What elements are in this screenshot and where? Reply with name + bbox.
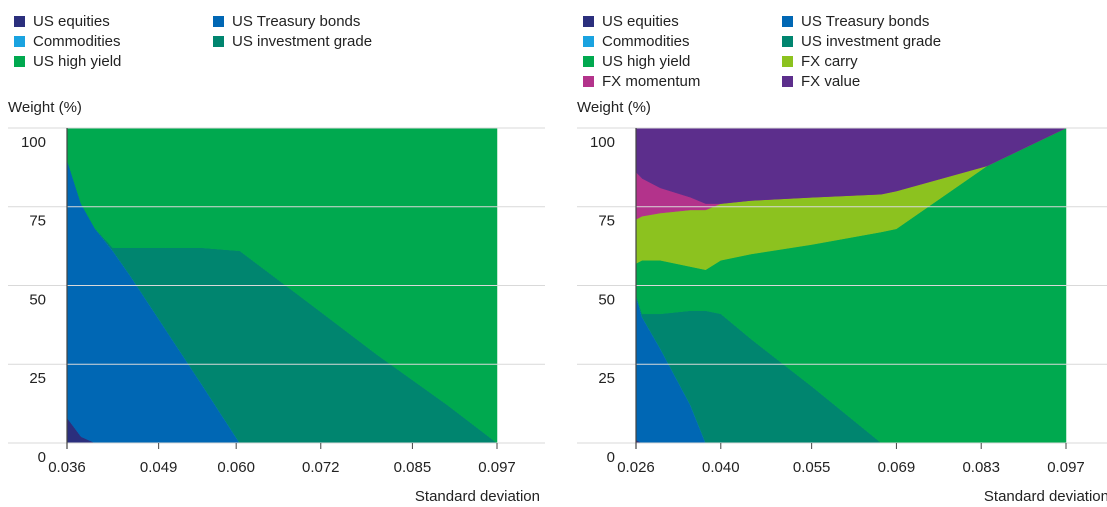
y-tick-label: 50	[598, 291, 615, 308]
legend-label: US equities	[33, 13, 110, 30]
x-tick-label: 0.069	[878, 459, 916, 476]
legend-label: Commodities	[602, 33, 690, 50]
x-tick-label: 0.036	[48, 459, 86, 476]
legend-label: US investment grade	[801, 33, 941, 50]
y-tick-label: 100	[590, 134, 615, 151]
legend-label: FX value	[801, 73, 860, 90]
legend-swatch	[782, 36, 793, 47]
x-tick-label: 0.085	[394, 459, 432, 476]
x-tick-label: 0.097	[1047, 459, 1085, 476]
x-tick-label: 0.083	[962, 459, 1000, 476]
legend-swatch	[14, 36, 25, 47]
x-tick-label: 0.055	[793, 459, 831, 476]
y-axis-label: Weight (%)	[577, 99, 651, 116]
legend-label: US high yield	[602, 53, 690, 70]
legend-swatch	[782, 16, 793, 27]
y-tick-label: 100	[21, 134, 46, 151]
legend-label: US Treasury bonds	[232, 13, 360, 30]
legend-swatch	[782, 76, 793, 87]
x-axis-label: Standard deviation	[984, 488, 1107, 505]
legend-label: FX momentum	[602, 73, 700, 90]
legend-swatch	[14, 56, 25, 67]
x-tick-label: 0.049	[140, 459, 178, 476]
legend-swatch	[14, 16, 25, 27]
legend-swatch	[583, 76, 594, 87]
legend-swatch	[782, 56, 793, 67]
y-tick-label: 50	[29, 291, 46, 308]
legend-label: FX carry	[801, 53, 858, 70]
legend-swatch	[583, 36, 594, 47]
y-tick-label: 75	[29, 213, 46, 230]
legend-swatch	[213, 36, 224, 47]
y-tick-label: 0	[38, 449, 46, 466]
y-tick-label: 25	[29, 370, 46, 387]
x-axis-label: Standard deviation	[415, 488, 540, 505]
y-tick-label: 0	[607, 449, 615, 466]
legend-label: US equities	[602, 13, 679, 30]
y-axis-label: Weight (%)	[8, 99, 82, 116]
y-tick-label: 25	[598, 370, 615, 387]
x-tick-label: 0.097	[478, 459, 516, 476]
legend-label: US high yield	[33, 53, 121, 70]
x-tick-label: 0.026	[617, 459, 655, 476]
x-tick-label: 0.040	[702, 459, 740, 476]
legend-swatch	[213, 16, 224, 27]
legend-label: US Treasury bonds	[801, 13, 929, 30]
legend-swatch	[583, 56, 594, 67]
x-tick-label: 0.060	[217, 459, 255, 476]
y-tick-label: 75	[598, 213, 615, 230]
legend-label: Commodities	[33, 33, 121, 50]
legend-label: US investment grade	[232, 33, 372, 50]
legend-swatch	[583, 16, 594, 27]
x-tick-label: 0.072	[302, 459, 340, 476]
